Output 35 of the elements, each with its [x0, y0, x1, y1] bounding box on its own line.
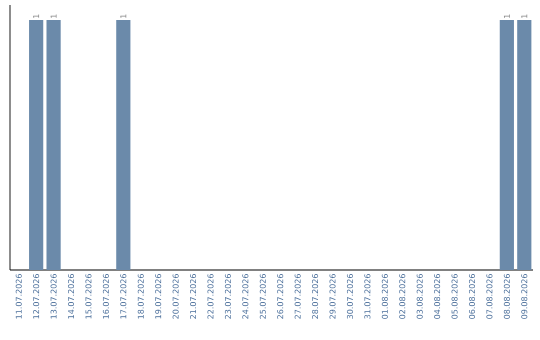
x-tick-label: 24.07.2026 — [242, 274, 248, 319]
x-tick-label: 03.08.2026 — [416, 274, 423, 319]
x-tick-label: 22.07.2026 — [207, 274, 214, 319]
data-label: 1 — [33, 14, 40, 18]
x-tick-label: 20.07.2026 — [172, 274, 179, 319]
x-tick-label: 04.08.2026 — [434, 274, 440, 319]
x-tick-label: 28.07.2026 — [312, 274, 318, 319]
data-label: 1 — [120, 14, 126, 18]
x-tick-label: 06.08.2026 — [468, 274, 476, 319]
x-tick-label: 02.08.2026 — [399, 274, 406, 319]
x-tick-label: 05.08.2026 — [452, 274, 458, 319]
x-tick-label: 15.07.2026 — [85, 274, 92, 318]
x-tick-label: 23.07.2026 — [224, 274, 231, 319]
x-tick-label: 26.07.2026 — [277, 274, 284, 319]
x-tick-label: 01.08.2026 — [382, 274, 388, 319]
data-label: 1 — [50, 14, 56, 18]
x-tick-label: 13.07.2026 — [50, 274, 57, 318]
x-tick-label: 25.07.2026 — [260, 274, 266, 319]
x-tick-label: 07.08.2026 — [486, 274, 492, 319]
x-tick-label: 21.07.2026 — [190, 274, 196, 319]
x-tick-label: 09.08.2026 — [521, 274, 528, 319]
x-tick-label: 14.07.2026 — [68, 274, 74, 318]
x-tick-label: 18.07.2026 — [138, 274, 144, 318]
x-tick-label: 31.07.2026 — [364, 274, 370, 319]
x-tick-label: 11.07.2026 — [16, 274, 22, 318]
x-tick-label: 30.07.2026 — [346, 274, 353, 319]
data-label: 1 — [504, 14, 510, 18]
data-label: 1 — [521, 14, 528, 18]
x-tick-label: 17.07.2026 — [120, 274, 126, 318]
x-tick-label: 29.07.2026 — [329, 274, 336, 319]
x-tick-label: 08.08.2026 — [504, 274, 510, 319]
x-tick-label: 27.07.2026 — [294, 274, 301, 319]
x-tick-label: 16.07.2026 — [102, 274, 109, 318]
x-tick-label: 12.07.2026 — [33, 274, 40, 318]
x-tick-label: 19.07.2026 — [155, 274, 162, 318]
